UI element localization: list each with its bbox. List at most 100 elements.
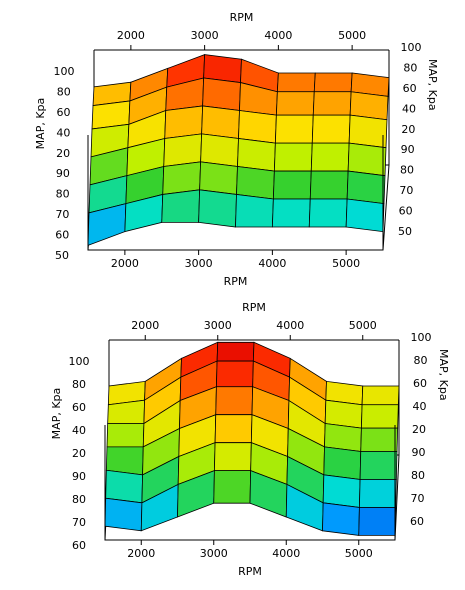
right-tick-label: 80 [414,354,428,367]
right-tick-label: 40 [402,102,416,115]
right-tick-label: 100 [401,41,422,54]
surface-cell [345,198,385,233]
surface-cell [310,142,350,172]
surface-cell [347,142,387,177]
surface-cell [213,470,252,504]
right-tick-label: 40 [413,400,427,413]
surface-cell [236,166,275,200]
surface-panel: 2000 2000 3000 3000 4000 4000 5000 5000 RPM RPM 10… [34,11,439,288]
surface-cell [273,142,313,172]
axis-title: RPM [224,275,248,288]
left-tick-label: 20 [56,147,70,160]
left-tick-label: 70 [72,516,86,529]
surface-cell [235,193,274,228]
right-tick-label: 80 [411,469,425,482]
surface-cell [198,189,237,228]
left-tick-label: 60 [72,401,86,414]
left-tick-label: 40 [56,126,70,139]
x-tick-label: 4000 [264,29,292,42]
left-tick-label: 100 [69,355,90,368]
x-tick-label: 4000 [272,547,300,560]
axis-title: MAP, Kpa [50,388,63,440]
left-tick-label: 50 [55,249,69,262]
surface-cell [322,502,360,536]
surface-cell [311,114,351,144]
surface-cell [201,105,240,139]
surface-cell [163,133,203,167]
surface-cell [199,161,238,195]
left-tick-label: 60 [57,106,71,119]
surface-cell [216,360,254,388]
x-tick-label: 3000 [204,319,232,332]
axis-title: MAP, Kpa [426,59,439,111]
left-tick-label: 60 [72,539,86,552]
surface-cell [215,386,254,416]
surface-cell [104,497,143,532]
surface-cell [162,161,202,195]
x-tick-label: 5000 [338,29,366,42]
surface-cell [359,479,397,508]
left-tick-label: 80 [57,85,71,98]
surface-cell [200,133,239,167]
x-tick-label: 4000 [258,257,286,270]
right-tick-label: 60 [403,82,417,95]
left-tick-label: 20 [72,447,86,460]
surface-cell [361,404,399,429]
left-tick-label: 70 [55,208,69,221]
left-tick-label: 80 [72,378,86,391]
x-tick-label: 4000 [276,319,304,332]
left-tick-label: 80 [72,493,86,506]
x-tick-label: 3000 [185,257,213,270]
surface-cell [309,170,349,200]
left-tick-label: 60 [55,229,69,242]
x-tick-label: 2000 [111,257,139,270]
right-tick-label: 70 [399,184,413,197]
surface-cell [346,170,386,205]
x-tick-label: 3000 [191,29,219,42]
right-tick-label: 70 [411,492,425,505]
axis-title: RPM [238,565,262,578]
left-tick-label: 90 [56,167,70,180]
left-tick-label: 100 [54,65,75,78]
x-tick-label: 2000 [131,319,159,332]
x-tick-label: 2000 [117,29,145,42]
axis-title: MAP, Kpa [34,98,47,150]
x-tick-label: 5000 [349,319,377,332]
right-tick-label: 90 [412,446,426,459]
surface-cell [323,446,362,480]
surface-cell [271,198,311,228]
surface-cell [361,385,400,406]
surface-cell [348,114,388,149]
right-tick-label: 20 [412,423,426,436]
surface-cell [312,91,352,116]
surface-cell [313,72,353,93]
right-tick-label: 60 [399,205,413,218]
surface-panel: 2000 2000 3000 3000 4000 4000 5000 5000 RPM RPM 10… [50,301,450,578]
right-tick-label: 100 [411,331,432,344]
surface-cell [359,451,398,480]
surface-cell [238,110,277,144]
surface-cell [358,507,397,536]
x-tick-label: 3000 [200,547,228,560]
left-tick-label: 90 [72,470,86,483]
surface-cell [105,469,143,504]
left-tick-label: 40 [72,424,86,437]
right-tick-label: 60 [413,377,427,390]
right-tick-label: 20 [401,123,415,136]
left-tick-label: 80 [56,188,70,201]
surface-cell [276,72,316,93]
surface-cell [274,114,314,144]
x-tick-label: 5000 [332,257,360,270]
surface-cell [308,198,348,228]
surface-cell [360,427,399,452]
surface-cell [164,105,204,139]
x-tick-label: 2000 [127,547,155,560]
surface-cell [272,170,312,200]
x-tick-label: 5000 [345,547,373,560]
right-tick-label: 80 [400,164,414,177]
right-tick-label: 50 [398,225,412,238]
surface-cell [237,138,276,172]
surface-cell [216,341,255,362]
surface-cell [161,189,201,223]
